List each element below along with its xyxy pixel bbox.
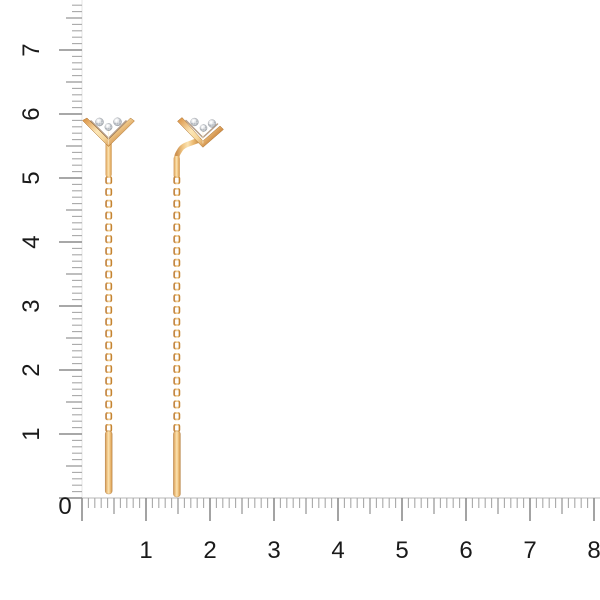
svg-text:5: 5 [18,171,45,184]
svg-text:1: 1 [18,427,45,440]
svg-text:7: 7 [523,537,536,564]
svg-text:3: 3 [267,537,280,564]
svg-text:4: 4 [18,235,45,248]
svg-text:6: 6 [459,537,472,564]
svg-text:1: 1 [139,537,152,564]
svg-text:8: 8 [587,537,600,564]
svg-text:3: 3 [18,299,45,312]
svg-text:2: 2 [203,537,216,564]
svg-text:6: 6 [18,107,45,120]
svg-text:2: 2 [18,363,45,376]
svg-text:7: 7 [18,43,45,56]
svg-text:0: 0 [58,493,71,520]
svg-text:5: 5 [395,537,408,564]
svg-text:4: 4 [331,537,344,564]
